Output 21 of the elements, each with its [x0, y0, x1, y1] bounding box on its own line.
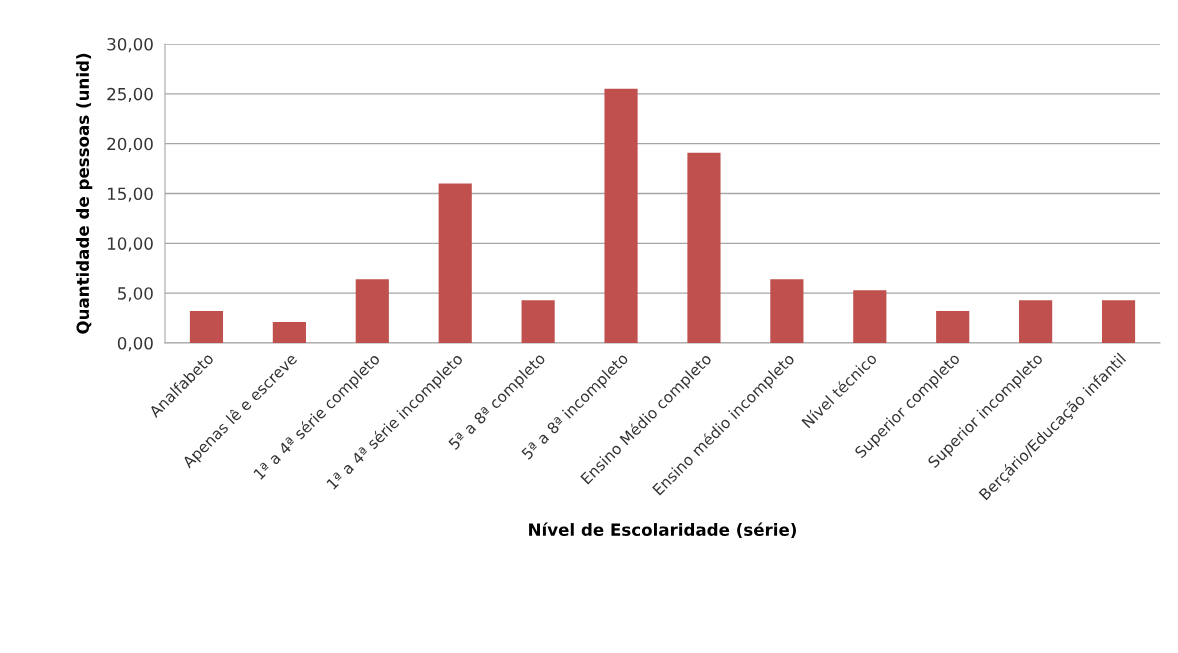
- bar: [936, 311, 970, 343]
- y-tick-label: 5,00: [118, 287, 153, 302]
- bar: [853, 290, 887, 343]
- bar: [189, 311, 224, 343]
- y-tick-label: 0,00: [117, 336, 153, 352]
- bar: [1101, 300, 1136, 343]
- bar: [770, 279, 804, 343]
- bar: [687, 152, 721, 343]
- y-tick-label: 25,00: [107, 87, 153, 103]
- bar: [355, 279, 389, 343]
- y-tick-label: 30,00: [107, 37, 153, 53]
- y-tick-label: 15,00: [108, 187, 153, 202]
- bar: [438, 183, 472, 343]
- y-tick-label: 20,00: [107, 137, 153, 152]
- bar: [604, 88, 638, 343]
- x-axis-title: Nível de Escolaridade (série): [529, 522, 796, 538]
- bar: [272, 322, 306, 343]
- y-tick-label: 10,00: [108, 237, 153, 252]
- y-axis-title: Quantidade de pessoas (unid): [76, 53, 93, 334]
- bar: [521, 300, 555, 343]
- bar: [1019, 300, 1053, 343]
